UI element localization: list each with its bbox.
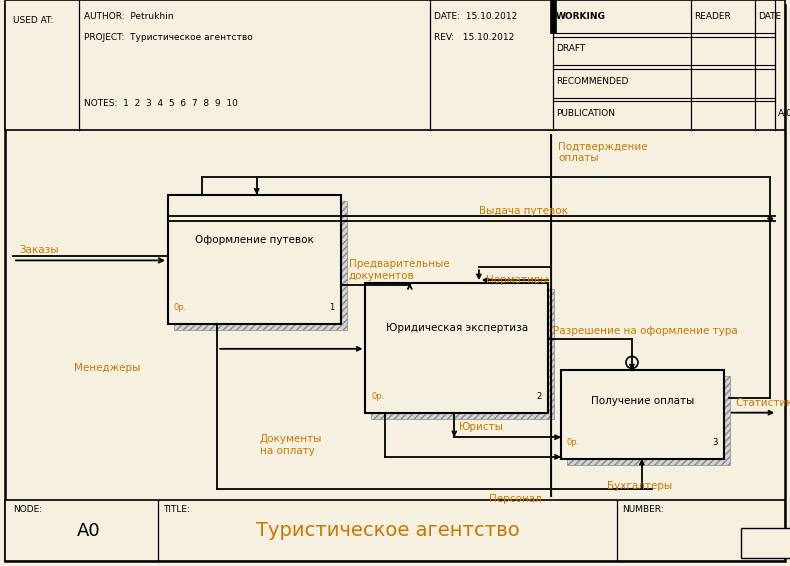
Bar — [168, 195, 340, 324]
Text: Заказы: Заказы — [20, 246, 59, 255]
Text: 3: 3 — [713, 438, 718, 447]
Bar — [561, 370, 724, 459]
Text: DATE:  15.10.2012: DATE: 15.10.2012 — [435, 12, 517, 22]
Text: A-0: A-0 — [778, 109, 790, 118]
Bar — [5, 0, 785, 130]
Text: PUBLICATION: PUBLICATION — [556, 109, 615, 118]
Text: Документы
на оплату: Документы на оплату — [260, 434, 322, 456]
Text: 0р.: 0р. — [371, 392, 385, 401]
Bar — [5, 500, 785, 561]
Text: USED AT:: USED AT: — [13, 16, 53, 25]
Text: Подтверждение
оплаты: Подтверждение оплаты — [558, 142, 648, 163]
Text: Выдача путевок: Выдача путевок — [479, 206, 568, 216]
Text: TITLE:: TITLE: — [163, 505, 190, 514]
Text: Предварительные
документов: Предварительные документов — [348, 259, 450, 281]
Bar — [567, 376, 730, 465]
Text: DRAFT: DRAFT — [556, 44, 585, 53]
Text: 2: 2 — [536, 392, 542, 401]
Text: READER: READER — [694, 12, 731, 21]
Text: Статистика: Статистика — [735, 398, 790, 408]
Bar — [371, 289, 554, 419]
Text: Персонал: Персонал — [489, 494, 542, 504]
Text: PROJECT:  Туристическое агентство: PROJECT: Туристическое агентство — [84, 33, 253, 42]
Text: Бухгалтеры: Бухгалтеры — [608, 481, 672, 491]
Text: Разрешение на оформление тура: Разрешение на оформление тура — [553, 326, 738, 336]
Text: NOTES:  1  2  3  4  5  6  7  8  9  10: NOTES: 1 2 3 4 5 6 7 8 9 10 — [84, 98, 238, 108]
Text: Оформление путевок: Оформление путевок — [195, 235, 314, 245]
Text: NUMBER:: NUMBER: — [623, 505, 664, 514]
Text: REV:   15.10.2012: REV: 15.10.2012 — [435, 33, 515, 42]
Bar — [174, 200, 347, 330]
Text: RECOMMENDED: RECOMMENDED — [556, 77, 628, 86]
Text: Менеджеры: Менеджеры — [74, 363, 141, 374]
Bar — [551, 0, 556, 32]
Text: Туристическое агентство: Туристическое агентство — [256, 521, 520, 540]
Text: WORKING: WORKING — [556, 12, 606, 21]
Text: 0р.: 0р. — [567, 438, 580, 447]
Text: NODE:: NODE: — [13, 505, 42, 514]
Text: Получение оплаты: Получение оплаты — [591, 396, 694, 406]
Text: DATE: DATE — [758, 12, 781, 21]
Bar — [740, 528, 790, 558]
Text: Юристы: Юристы — [459, 422, 504, 432]
Bar — [366, 283, 548, 413]
Text: 0р.: 0р. — [174, 303, 187, 312]
Text: Юридическая экспертиза: Юридическая экспертиза — [386, 323, 528, 333]
Text: A0: A0 — [77, 521, 101, 539]
Text: Нормативы: Нормативы — [486, 275, 548, 285]
Text: 1: 1 — [329, 303, 335, 312]
Text: AUTHOR:  Petrukhin: AUTHOR: Petrukhin — [84, 12, 174, 22]
